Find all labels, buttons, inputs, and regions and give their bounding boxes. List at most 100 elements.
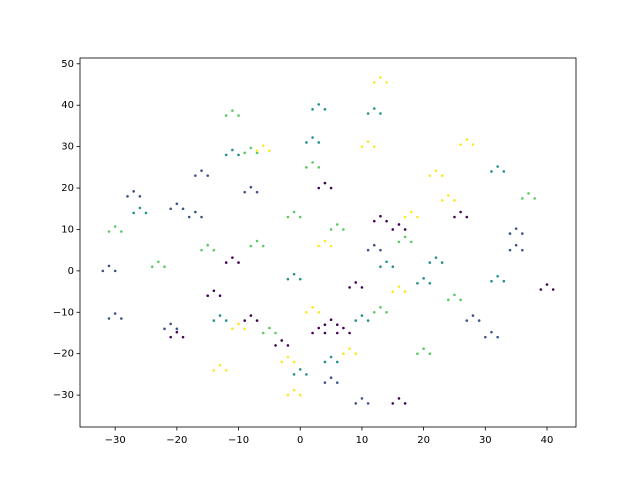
point — [385, 310, 388, 314]
point — [372, 145, 376, 148]
point — [391, 402, 395, 405]
point — [323, 323, 327, 327]
point — [311, 306, 314, 309]
point — [416, 281, 419, 285]
point — [286, 393, 290, 397]
point — [527, 192, 530, 195]
point — [292, 388, 296, 392]
point — [212, 319, 216, 322]
point — [379, 214, 382, 218]
point — [175, 330, 179, 334]
point — [397, 397, 401, 400]
point — [268, 326, 271, 330]
point — [342, 326, 345, 330]
point — [175, 327, 179, 331]
point — [471, 143, 475, 146]
point — [311, 108, 314, 111]
point — [224, 261, 228, 264]
point — [360, 145, 364, 148]
point — [459, 298, 462, 302]
axes-frame — [79, 57, 577, 428]
point — [144, 211, 148, 215]
point — [514, 227, 518, 230]
point — [317, 326, 321, 330]
point — [508, 248, 512, 252]
point — [329, 228, 333, 231]
point — [329, 355, 333, 359]
point — [391, 290, 395, 293]
point — [329, 244, 333, 248]
point — [440, 174, 444, 177]
point — [335, 223, 339, 226]
point — [181, 335, 185, 339]
point — [132, 190, 135, 193]
point — [249, 314, 253, 317]
point — [317, 141, 321, 144]
y-tick-label: 50 — [61, 59, 74, 70]
point — [366, 112, 370, 115]
y-tick-label: −10 — [53, 307, 74, 318]
point — [280, 360, 284, 364]
point — [409, 240, 413, 244]
x-tick-label: 20 — [417, 435, 430, 446]
point — [255, 319, 259, 322]
x-tick-label: 40 — [541, 435, 554, 446]
point — [138, 195, 142, 198]
point — [434, 256, 438, 259]
point — [175, 202, 179, 206]
point — [416, 352, 419, 355]
point — [107, 264, 111, 268]
point — [446, 194, 450, 197]
point — [298, 393, 302, 397]
point — [311, 161, 314, 164]
point — [422, 277, 425, 280]
point — [379, 306, 382, 309]
y-tick-label: 10 — [61, 224, 74, 235]
point — [212, 368, 216, 372]
point — [138, 206, 142, 210]
point — [120, 230, 123, 233]
point — [496, 165, 499, 168]
point — [484, 335, 487, 339]
point — [261, 331, 265, 335]
point — [231, 256, 234, 259]
point — [317, 186, 321, 190]
point — [465, 319, 469, 322]
point — [261, 144, 265, 148]
point — [372, 81, 376, 84]
point — [231, 109, 234, 112]
point — [298, 215, 302, 219]
point — [533, 197, 536, 200]
point — [305, 166, 308, 169]
point — [428, 352, 432, 355]
point — [459, 143, 462, 146]
point — [453, 199, 456, 202]
point — [237, 153, 240, 157]
y-tick-label: 0 — [68, 266, 74, 277]
point — [292, 373, 296, 376]
point — [224, 114, 228, 117]
point — [113, 269, 117, 273]
point — [231, 327, 234, 331]
point — [243, 319, 247, 322]
point — [286, 277, 290, 281]
point — [403, 290, 407, 293]
point — [354, 281, 358, 284]
point — [366, 248, 370, 252]
point — [465, 138, 469, 141]
point — [354, 319, 358, 322]
point — [508, 232, 512, 235]
point — [379, 248, 382, 252]
point — [366, 140, 370, 143]
point — [539, 288, 543, 291]
point — [249, 244, 253, 248]
point — [261, 244, 265, 248]
point — [101, 269, 105, 273]
point — [317, 244, 321, 248]
point — [305, 310, 308, 314]
point — [502, 279, 506, 283]
point — [113, 225, 117, 228]
point — [440, 199, 444, 202]
point — [471, 314, 475, 317]
